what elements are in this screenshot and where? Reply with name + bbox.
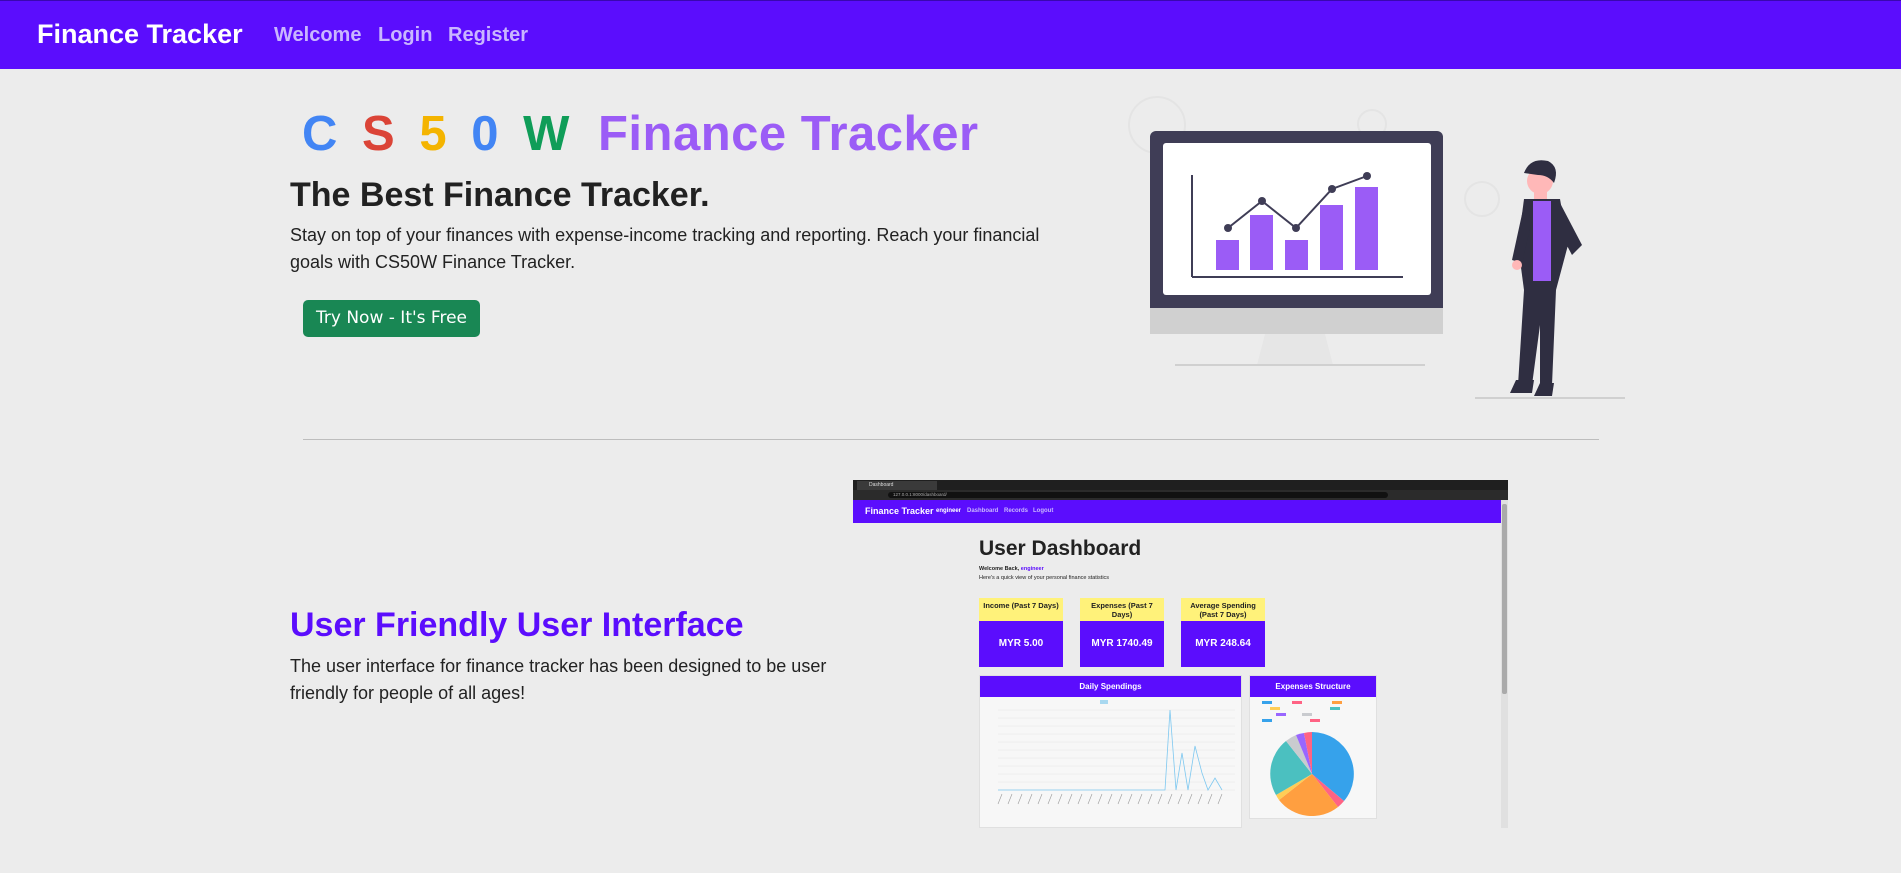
expenses-structure-card: Expenses Structure (1249, 675, 1377, 819)
screenshot-nav-records: Records (1004, 508, 1029, 514)
screenshot-nav-user: engineer (936, 508, 962, 514)
hero-lead-text: Stay on top of your finances with expens… (290, 225, 1040, 272)
hero-title-letter-w: W (523, 107, 570, 161)
hero-title: C S 5 0 W Finance Tracker (302, 106, 979, 162)
screenshot-welcome-user: engineer (1020, 566, 1044, 572)
stat-card-label: Income (Past 7 Days) (979, 598, 1063, 621)
daily-spendings-chart (997, 700, 1235, 805)
screenshot-url: 127.0.0.1:8000/dashboard/ (888, 492, 1388, 498)
stat-card-expenses: Expenses (Past 7 Days) MYR 1740.49 (1080, 598, 1164, 667)
screenshot-tab-bar: Dashboard (853, 480, 1508, 490)
screenshot-subtitle: Here's a quick view of your personal fin… (979, 575, 1110, 581)
hero-title-suffix: Finance Tracker (597, 107, 979, 161)
screenshot-nav-dashboard: Dashboard (967, 508, 999, 514)
screenshot-tab: Dashboard (857, 481, 937, 490)
brand-link[interactable]: Finance Tracker (37, 19, 243, 49)
stat-card-label: Average Spending (Past 7 Days) (1181, 598, 1265, 621)
nav-link-welcome[interactable]: Welcome (274, 24, 362, 46)
hero-subheading: The Best Finance Tracker. (290, 176, 710, 214)
screenshot-welcome: Welcome Back, engineer (979, 566, 1044, 572)
hero-title-letter-5: 5 (419, 107, 448, 161)
stat-card-label: Expenses (Past 7 Days) (1080, 598, 1164, 621)
daily-spendings-title: Daily Spendings (980, 676, 1241, 697)
feature-text: The user interface for finance tracker h… (290, 656, 827, 703)
screenshot-heading: User Dashboard (979, 537, 1142, 560)
dashboard-screenshot: Dashboard 127.0.0.1:8000/dashboard/ Fina… (853, 480, 1508, 828)
section-divider (303, 439, 1599, 440)
screenshot-brand: Finance Tracker (865, 506, 934, 516)
feature-title: User Friendly User Interface (290, 606, 744, 644)
nav-link-login[interactable]: Login (378, 24, 433, 46)
screenshot-scrollbar-thumb (1502, 504, 1507, 694)
expenses-structure-title: Expenses Structure (1250, 676, 1376, 697)
screenshot-address-bar: 127.0.0.1:8000/dashboard/ (853, 490, 1508, 500)
try-now-button[interactable]: Try Now - It's Free (303, 300, 480, 337)
nav-link-register[interactable]: Register (448, 24, 529, 46)
hero-title-letter-0: 0 (471, 107, 499, 161)
hero-title-letter-c: C (302, 107, 338, 161)
hero-title-letter-s: S (362, 107, 396, 161)
stat-card-value: MYR 1740.49 (1080, 621, 1164, 667)
navbar: Finance Tracker Welcome Login Register (0, 0, 1901, 69)
stat-card-income: Income (Past 7 Days) MYR 5.00 (979, 598, 1063, 667)
daily-spendings-card: Daily Spendings (979, 675, 1242, 828)
expenses-structure-chart (1262, 701, 1354, 817)
stat-card-average: Average Spending (Past 7 Days) MYR 248.6… (1181, 598, 1265, 667)
stat-card-value: MYR 248.64 (1181, 621, 1265, 667)
screenshot-welcome-prefix: Welcome Back, (979, 566, 1020, 572)
stat-card-value: MYR 5.00 (979, 621, 1063, 667)
dashboard-illustration (1128, 96, 1625, 399)
screenshot-navbar: Finance Tracker engineer Dashboard Recor… (853, 500, 1503, 523)
screenshot-nav-logout: Logout (1033, 508, 1054, 514)
